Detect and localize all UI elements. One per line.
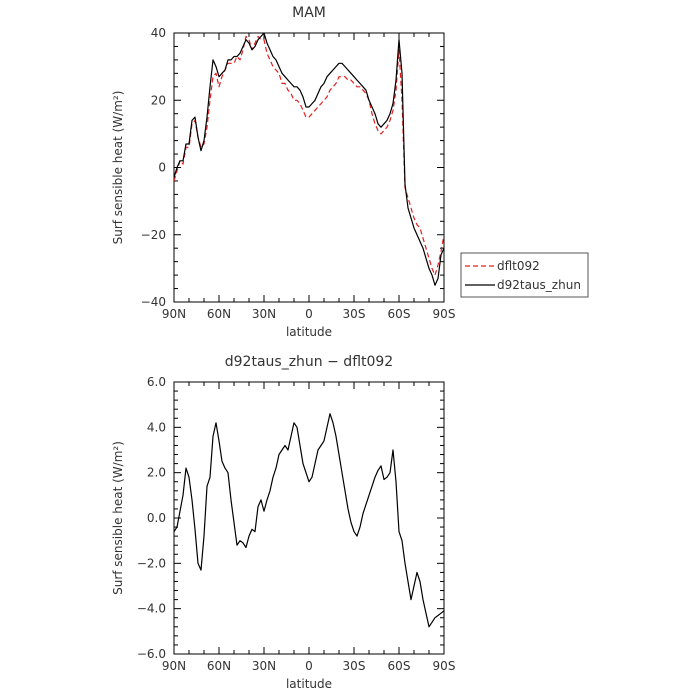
y-tick-label: −40: [141, 295, 166, 309]
y-tick-label: 20: [151, 93, 166, 107]
y-tick-label: 2.0: [147, 466, 166, 480]
legend: dflt092 d92taus_zhun: [460, 252, 589, 298]
legend-label-0: dflt092: [497, 259, 540, 273]
x-tick-label: 30S: [343, 307, 366, 321]
x-tick-label: 30S: [343, 659, 366, 673]
x-tick-label: 0: [305, 307, 313, 321]
y-tick-label: 6.0: [147, 375, 166, 389]
top-panel: 90N 60N 30N 0 30S 60S 90S −40 −20 0 20 40 MAM latitud…: [111, 5, 589, 339]
y-tick-label: −2.0: [137, 556, 166, 570]
y-tick-label: −6.0: [137, 647, 166, 661]
series-line-0: [174, 35, 444, 276]
y-tick-label: 0: [158, 161, 166, 175]
x-axis-label: latitude: [286, 325, 332, 339]
series-line-0: [174, 413, 444, 628]
bottom-panel: 90N 60N 30N 0 30S 60S 90S −6.0 −4.0 −2.0 0.0 2.0 4.0…: [111, 354, 455, 691]
y-tick-label: −4.0: [137, 602, 166, 616]
y-axis-label: Surf sensible heat (W/m²): [111, 441, 125, 595]
x-tick-label: 0: [305, 659, 313, 673]
y-tick-label: 4.0: [147, 420, 166, 434]
legend-box: [460, 252, 589, 298]
x-tick-label: 60S: [388, 307, 411, 321]
series-group: [174, 33, 444, 286]
y-axis-label: Surf sensible heat (W/m²): [111, 91, 125, 245]
x-tick-label: 60N: [207, 659, 231, 673]
chart-title: d92taus_zhun − dflt092: [225, 354, 393, 370]
x-tick-label: 30N: [252, 659, 276, 673]
x-tick-label: 90N: [162, 659, 186, 673]
series-group: [174, 413, 444, 628]
series-line-1: [174, 33, 444, 286]
x-tick-label: 60S: [388, 659, 411, 673]
y-tick-label: 40: [151, 26, 166, 40]
chart-title: MAM: [292, 5, 326, 21]
x-tick-label: 90S: [433, 307, 456, 321]
y-tick-label: −20: [141, 228, 166, 242]
x-tick-label: 60N: [207, 307, 231, 321]
x-tick-label: 90S: [433, 659, 456, 673]
legend-label-1: d92taus_zhun: [497, 278, 581, 292]
y-tick-label: 0.0: [147, 511, 166, 525]
x-axis-label: latitude: [286, 677, 332, 691]
x-tick-label: 30N: [252, 307, 276, 321]
x-tick-label: 90N: [162, 307, 186, 321]
